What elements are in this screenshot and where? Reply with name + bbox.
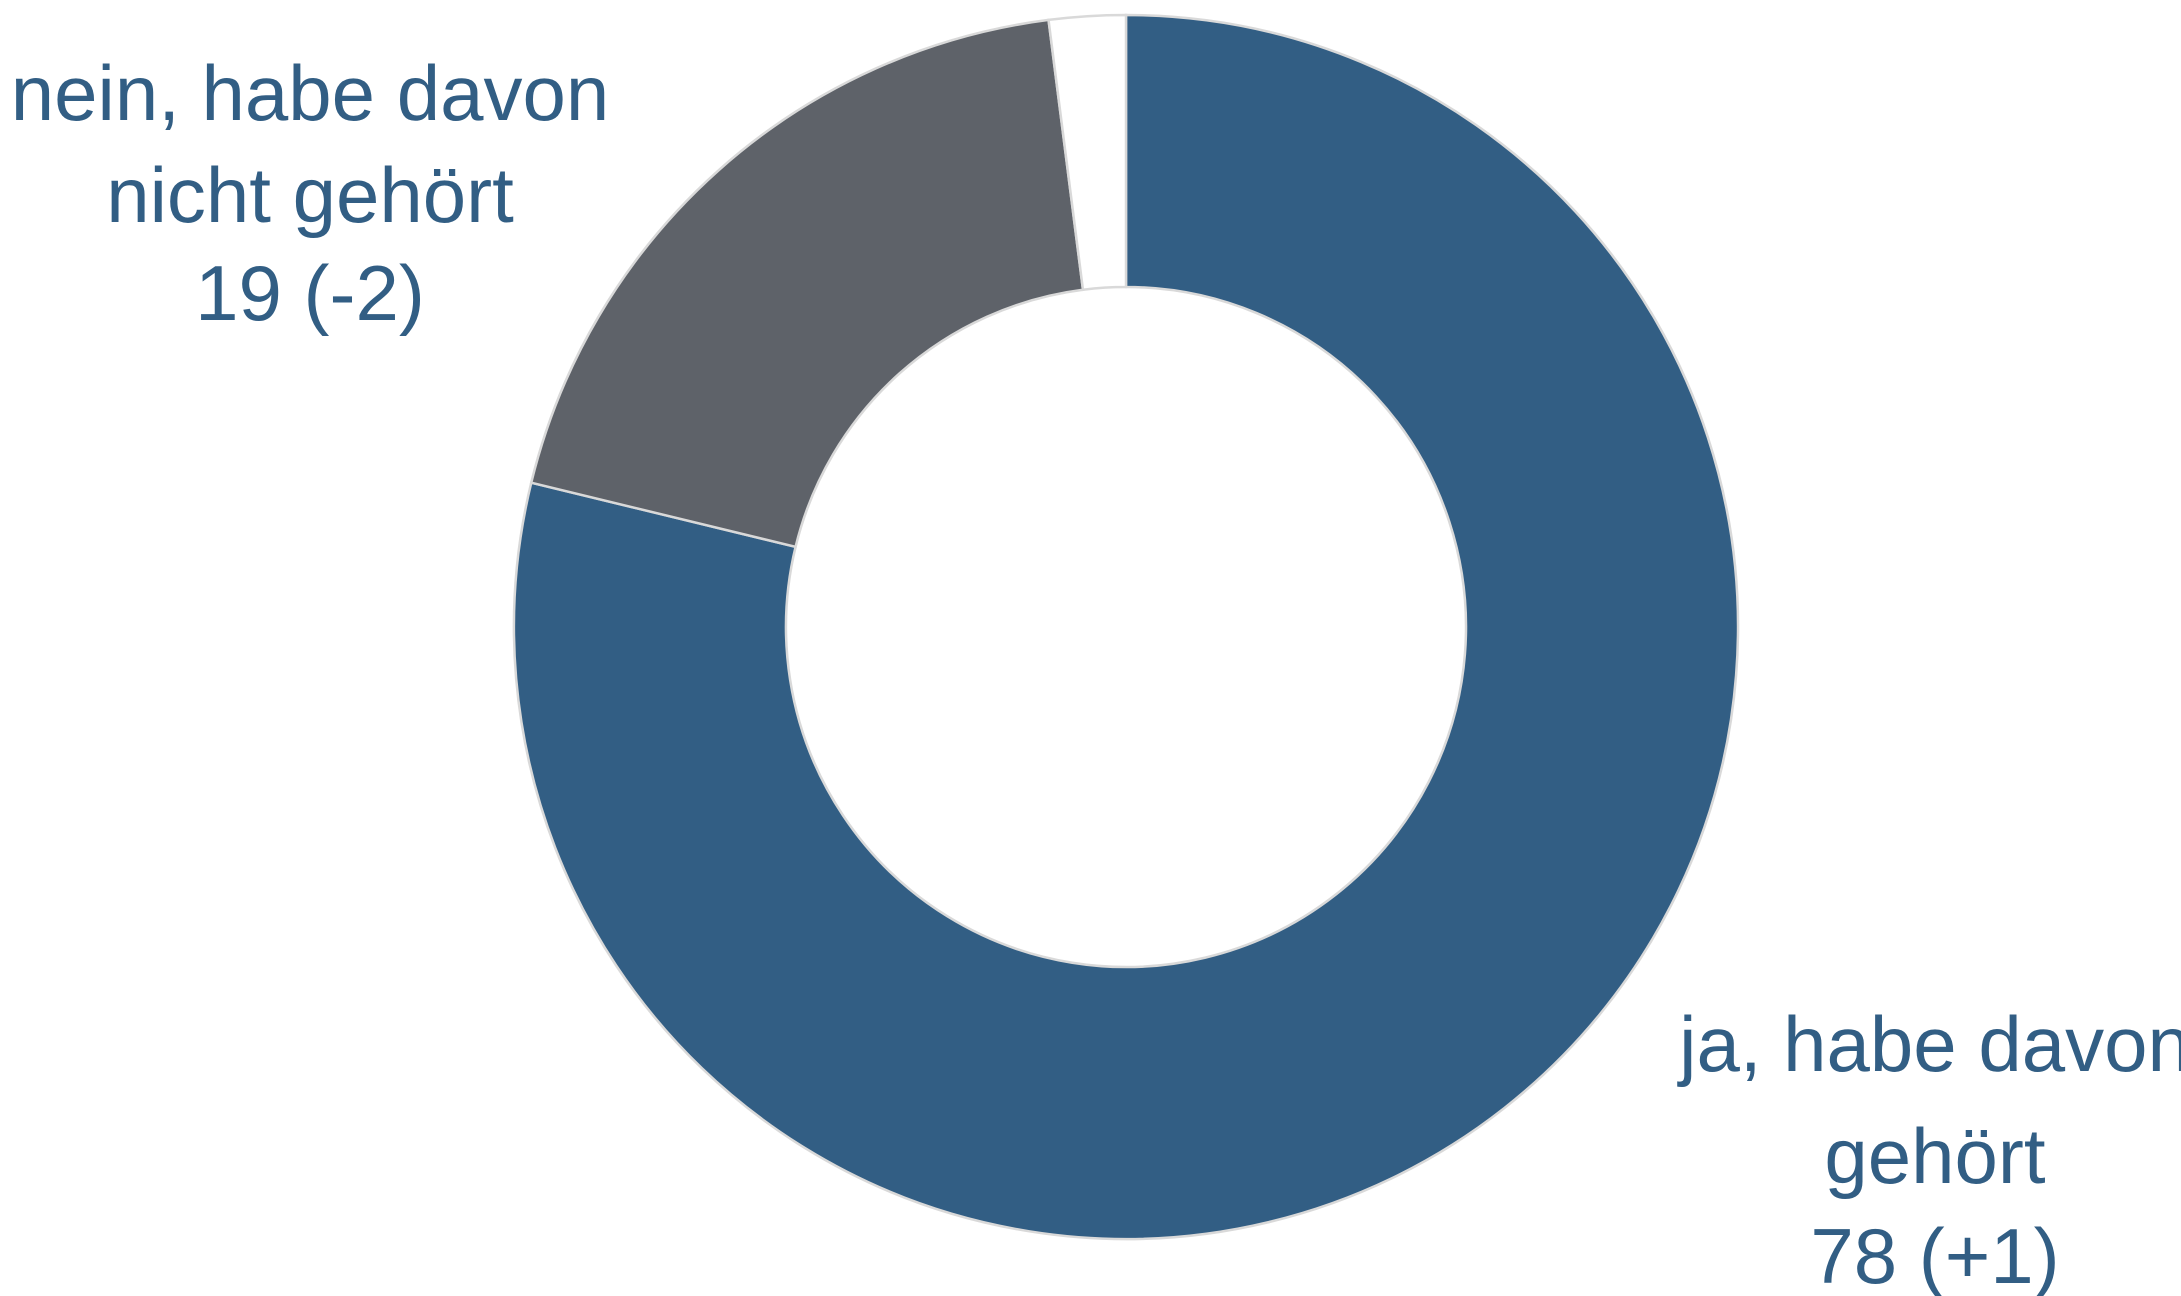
- label-ja-line-1: ja, habe davon: [1677, 1000, 2181, 1088]
- label-ja-line-3: 78 (+1): [1810, 1212, 2059, 1296]
- label-nein-line-3: 19 (-2): [195, 249, 425, 337]
- label-nein-line-1: nein, habe davon: [11, 49, 610, 137]
- slice-nein: [529, 18, 1085, 549]
- label-nein: nein, habe davon nicht gehört 19 (-2): [11, 49, 610, 337]
- label-ja-line-2: gehört: [1824, 1112, 2045, 1200]
- donut-slices: [512, 13, 1740, 1241]
- label-nein-line-2: nicht gehört: [106, 151, 514, 239]
- label-ja: ja, habe davon gehört 78 (+1): [1677, 1000, 2181, 1296]
- slice-rest: [1047, 13, 1128, 292]
- slice-ja: [512, 13, 1740, 1241]
